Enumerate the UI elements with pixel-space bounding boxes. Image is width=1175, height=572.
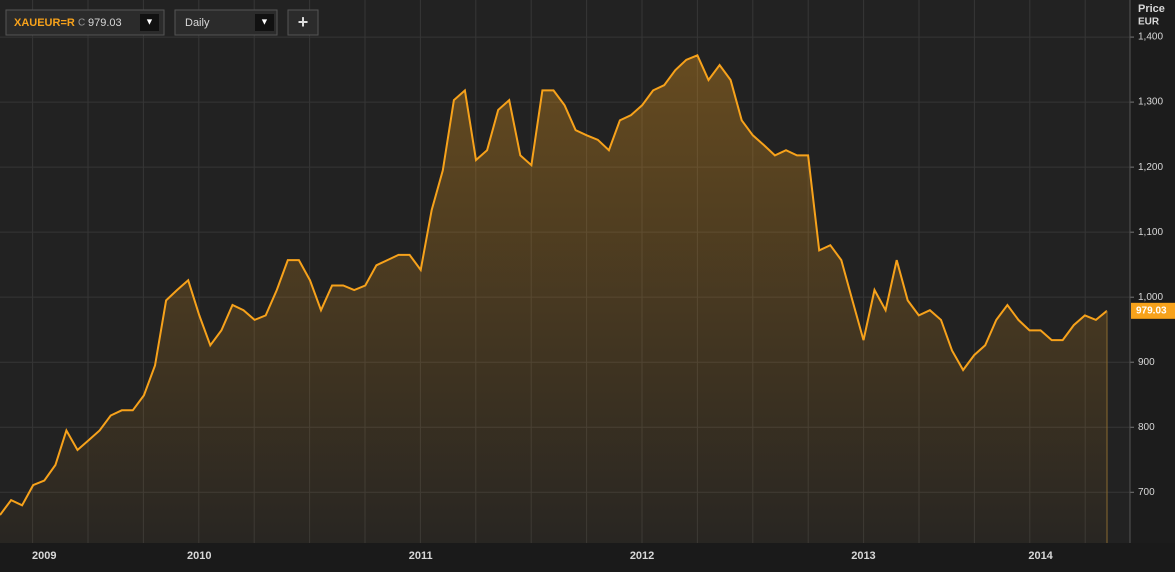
add-icon: + xyxy=(298,12,309,32)
x-tick-label: 2012 xyxy=(630,550,654,562)
x-tick-label: 2009 xyxy=(32,550,56,562)
y-axis-unit: EUR xyxy=(1138,17,1160,28)
y-tick-label: 1,100 xyxy=(1138,227,1163,238)
dropdown-button[interactable] xyxy=(255,14,274,31)
last-value-label: 979.03 xyxy=(1136,305,1167,316)
y-tick-label: 1,300 xyxy=(1138,97,1163,108)
x-tick-label: 2014 xyxy=(1028,550,1053,562)
interval: Daily xyxy=(185,17,210,29)
symbol-box[interactable] xyxy=(5,9,165,36)
toolbar: XAUEUR=R C 979.03 ▼ Daily ▼ + xyxy=(5,9,319,36)
line xyxy=(0,54,1108,516)
axis-panel xyxy=(1130,0,1175,572)
dropdown-icon: ▼ xyxy=(260,16,269,26)
y-tick-label: 900 xyxy=(1138,357,1155,368)
y-axis-title: Price xyxy=(1138,3,1165,15)
dropdown-icon: ▼ xyxy=(145,16,154,26)
y-tick-label: 1,200 xyxy=(1138,162,1163,173)
last-value-box xyxy=(1131,302,1175,319)
y-tick-label: 700 xyxy=(1138,487,1155,498)
y-tick-label: 1,400 xyxy=(1138,32,1163,43)
y-tick-label: 800 xyxy=(1138,422,1155,433)
x-axis-panel xyxy=(0,543,1175,572)
area xyxy=(0,55,1107,544)
close-value: 979.03 xyxy=(88,17,122,29)
x-tick-label: 2011 xyxy=(409,550,433,562)
plot xyxy=(0,36,1130,544)
dropdown-button[interactable] xyxy=(140,14,159,31)
add-button[interactable] xyxy=(287,9,319,36)
symbol: XAUEUR=R xyxy=(14,17,75,29)
close-prefix: C xyxy=(78,18,85,29)
x-tick-label: 2010 xyxy=(187,550,211,562)
x-tick-label: 2013 xyxy=(851,550,875,562)
y-tick-label: 1,000 xyxy=(1138,292,1163,303)
